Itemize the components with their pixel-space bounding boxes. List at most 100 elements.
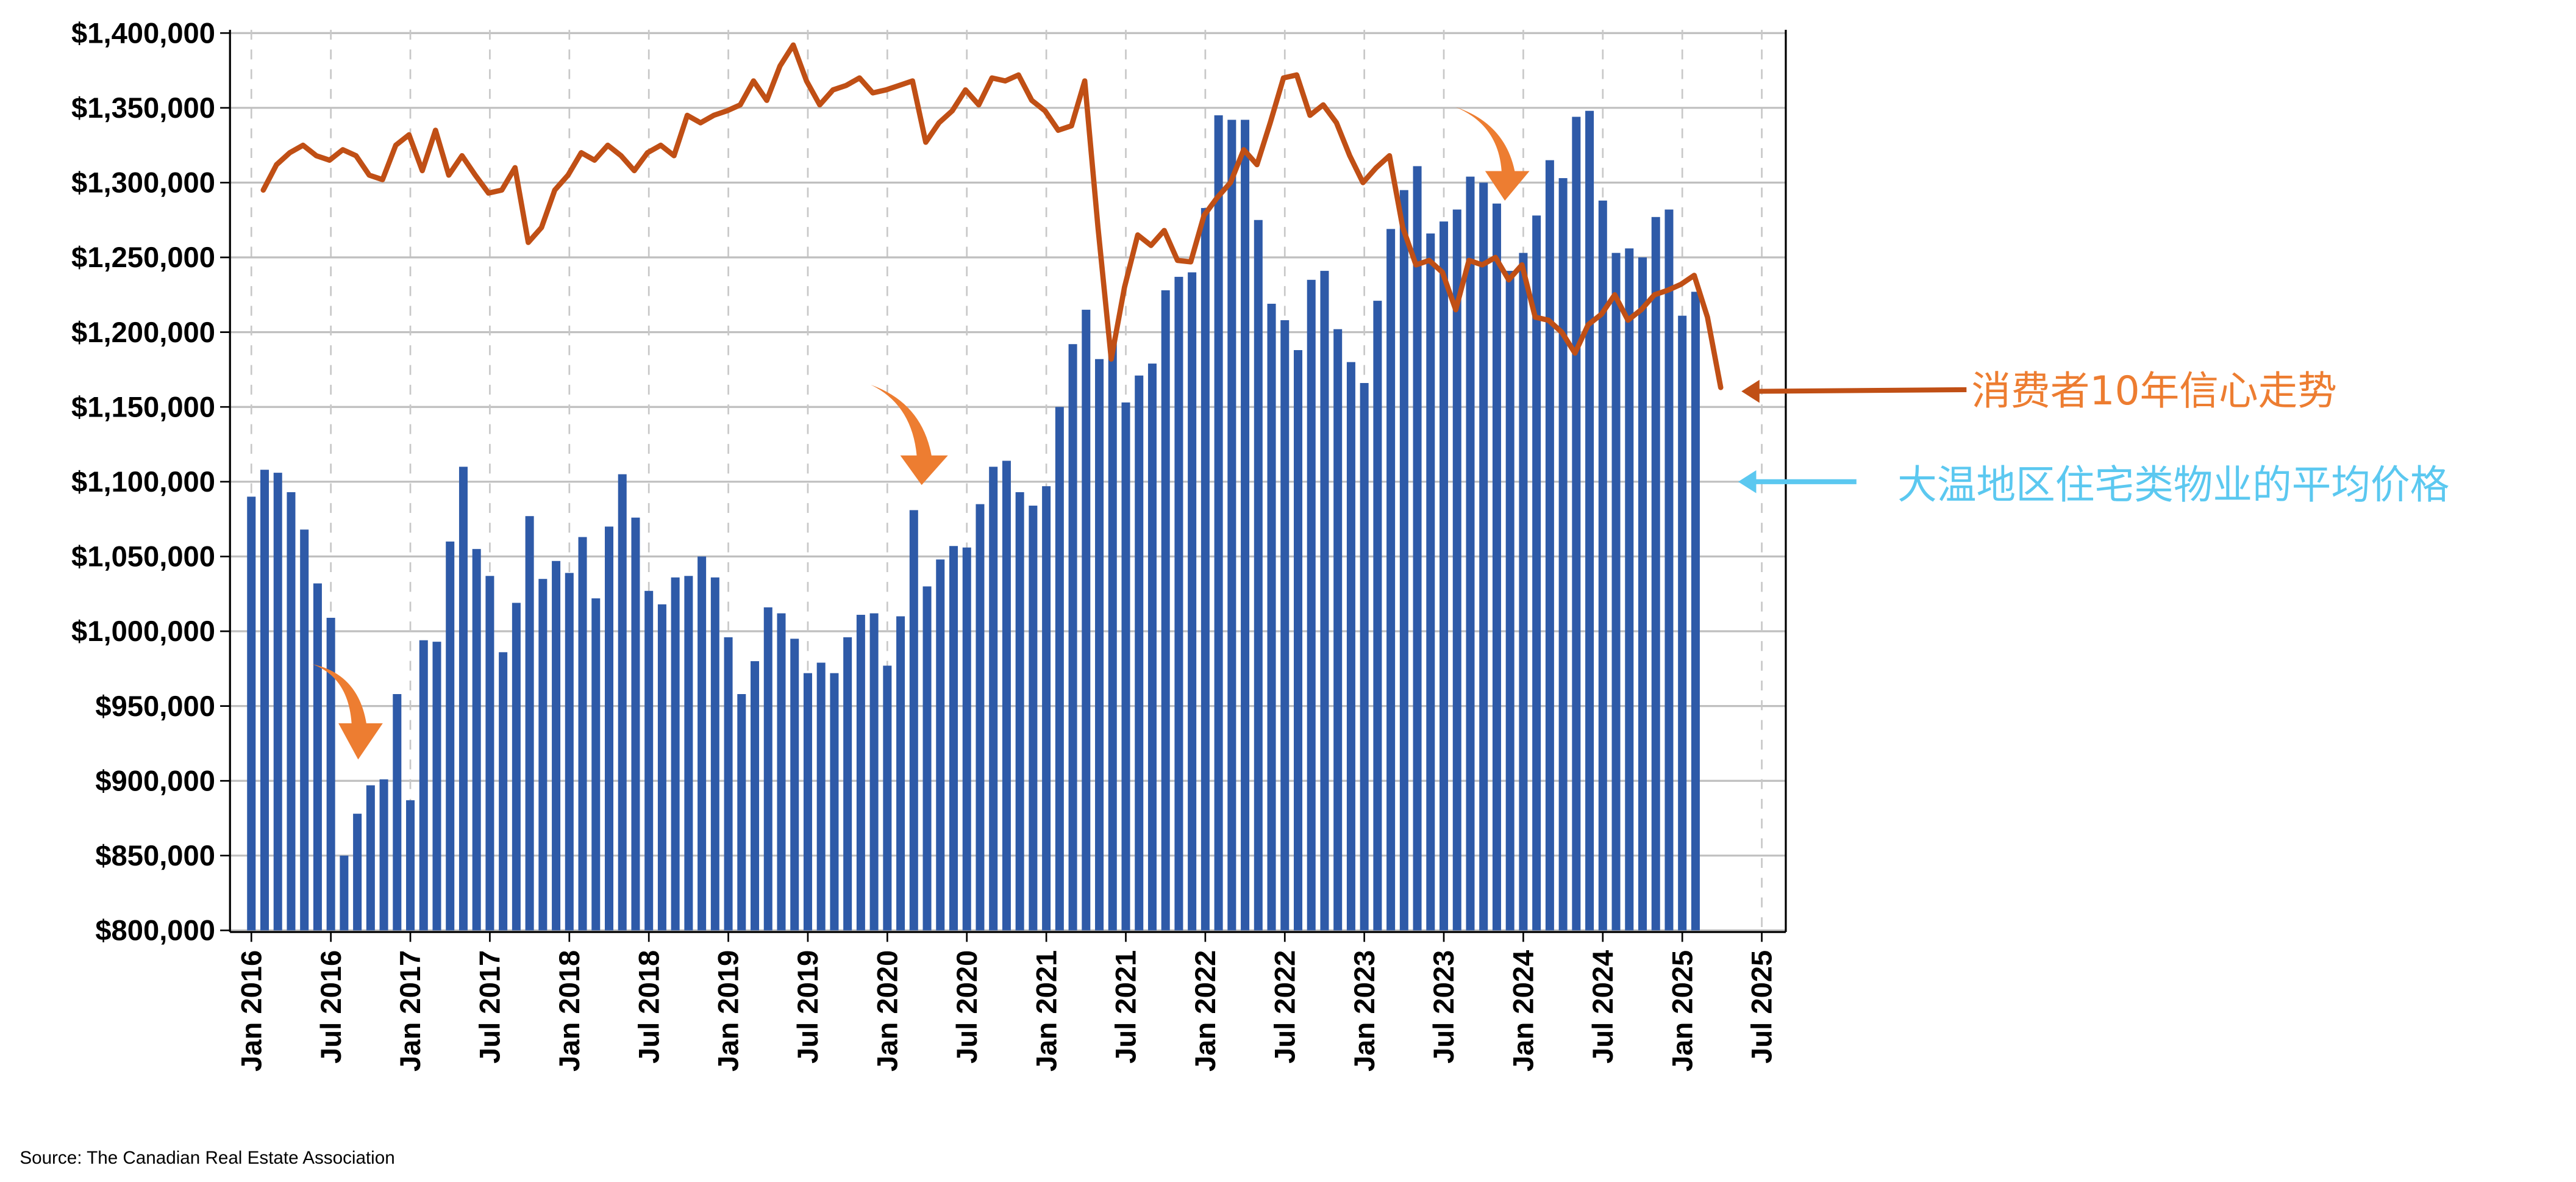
- bar: [1611, 253, 1621, 931]
- bar: [1360, 382, 1369, 931]
- bar: [790, 639, 799, 931]
- bar: [1479, 182, 1488, 931]
- bar: [326, 617, 335, 931]
- bar: [552, 561, 561, 931]
- bar: [976, 504, 985, 931]
- bar: [1121, 402, 1130, 931]
- x-tick-label: Jul 2024: [1586, 950, 1619, 1064]
- y-tick-label: $1,350,000: [71, 91, 215, 124]
- line-series-label: 消费者10年信心走势: [1971, 368, 2337, 414]
- bar: [1386, 229, 1396, 931]
- bar: [1373, 301, 1382, 931]
- bar: [763, 607, 772, 931]
- bar: [1505, 271, 1515, 931]
- x-tick-label: Jan 2018: [553, 950, 585, 1072]
- bar: [1254, 220, 1263, 931]
- bar: [962, 547, 971, 931]
- bar-label-pointer: [1738, 470, 1857, 493]
- y-tick-label: $950,000: [95, 690, 215, 722]
- bar: [724, 637, 733, 931]
- bar: [1161, 290, 1170, 931]
- bar: [1651, 217, 1660, 931]
- bar: [604, 526, 613, 931]
- y-tick-label: $1,050,000: [71, 540, 215, 573]
- bar: [1333, 329, 1343, 931]
- bar: [300, 529, 309, 931]
- x-tick-label: Jul 2018: [632, 950, 665, 1064]
- down-arrow-icon: [871, 384, 948, 485]
- bar: [1108, 341, 1117, 931]
- bar: [1664, 209, 1674, 931]
- bar: [472, 549, 481, 931]
- x-tick-label: Jul 2023: [1427, 950, 1460, 1064]
- down-arrow-icon: [1455, 107, 1530, 201]
- bar: [247, 496, 256, 931]
- line-series: [260, 42, 1724, 390]
- bar: [1280, 320, 1290, 931]
- bar: [432, 642, 441, 931]
- bar: [816, 662, 826, 931]
- bar: [353, 814, 362, 931]
- bar: [1293, 350, 1302, 931]
- bar: [684, 576, 693, 931]
- x-tick-label: Jan 2017: [394, 950, 426, 1072]
- x-tick-label: Jul 2022: [1268, 950, 1300, 1064]
- bar: [578, 537, 587, 931]
- bar: [1214, 115, 1223, 931]
- x-tick-label: Jan 2016: [235, 950, 267, 1072]
- bar: [1015, 492, 1024, 931]
- bar: [1227, 120, 1236, 931]
- bar-series: [247, 110, 1700, 931]
- y-tick-label: $900,000: [95, 764, 215, 797]
- bar: [1691, 292, 1700, 931]
- bar: [1598, 200, 1607, 931]
- y-tick-label: $1,200,000: [71, 316, 215, 348]
- x-tick-labels: Jan 2016 Jul 2016 Jan 2017 Jul 2017 Jan 2018…: [235, 932, 1778, 1072]
- bar: [777, 613, 786, 931]
- bar: [538, 579, 548, 931]
- bar: [1135, 375, 1144, 931]
- callout-arrows: [312, 107, 1530, 760]
- bar: [1042, 486, 1051, 931]
- bar: [1466, 176, 1475, 931]
- x-tick-label: Jul 2017: [474, 950, 506, 1064]
- bar: [1241, 120, 1250, 931]
- bar: [1492, 203, 1501, 931]
- bar: [419, 640, 428, 931]
- bar: [1346, 362, 1355, 931]
- bar: [1174, 276, 1183, 931]
- bar: [1585, 110, 1594, 931]
- bar: [287, 492, 296, 931]
- bar: [1201, 208, 1210, 931]
- y-tick-labels: $800,000 $850,000 $900,000 $950,000 $1,000,0…: [71, 16, 230, 947]
- x-tick-label: Jan 2020: [871, 950, 904, 1072]
- y-tick-label: $850,000: [95, 839, 215, 872]
- bar: [1572, 116, 1581, 931]
- bar: [1625, 248, 1634, 931]
- bar: [1068, 344, 1077, 931]
- arrow-left-icon: [1741, 379, 1760, 403]
- bar: [458, 467, 468, 931]
- bar: [1320, 271, 1329, 931]
- x-tick-label: Jan 2024: [1507, 950, 1540, 1072]
- line-label-pointer: [1741, 379, 1967, 403]
- y-tick-label: $1,250,000: [71, 241, 215, 273]
- bar: [618, 474, 627, 931]
- bar: [1532, 215, 1541, 931]
- bar: [393, 694, 402, 931]
- x-tick-label: Jul 2020: [951, 950, 983, 1064]
- bar: [737, 694, 746, 931]
- y-tick-label: $1,150,000: [71, 390, 215, 423]
- bar: [499, 652, 508, 931]
- bar: [446, 541, 455, 931]
- bar: [1545, 160, 1554, 931]
- bar: [1029, 506, 1038, 931]
- x-tick-label: Jul 2016: [315, 950, 347, 1064]
- bar: [512, 603, 521, 931]
- bar: [949, 546, 958, 931]
- bar: [565, 573, 574, 931]
- bar: [313, 583, 322, 931]
- bar: [366, 785, 375, 931]
- bar: [1399, 190, 1408, 931]
